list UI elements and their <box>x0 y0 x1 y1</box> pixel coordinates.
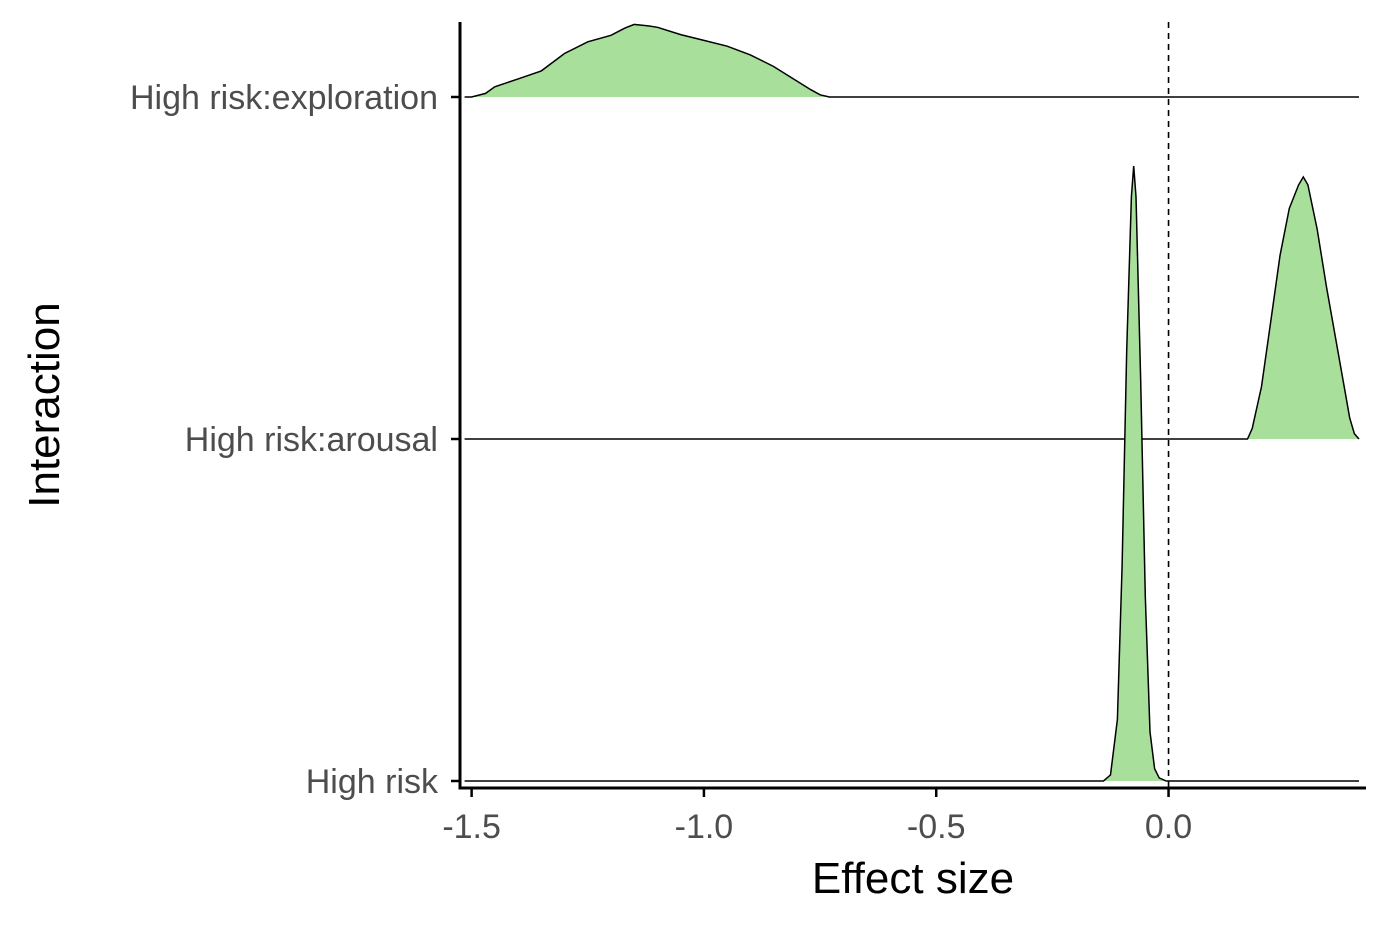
x-axis-title: Effect size <box>812 854 1014 903</box>
x-tick-label: -1.0 <box>675 808 734 846</box>
x-tick-label: -0.5 <box>907 808 966 846</box>
ridge-line-high-risk-exploration <box>464 23 1359 98</box>
ridge-fill-high-risk-arousal <box>1247 177 1359 439</box>
y-axis-title: Interaction <box>20 302 69 507</box>
ridge-fill-high-risk <box>1103 166 1167 781</box>
ridge-line-high-risk <box>464 165 1359 782</box>
axes-layer: -1.5 -1.0 -0.5 0.0 High risk High risk:arousa… <box>130 22 1366 846</box>
x-tick-label: 0.0 <box>1145 808 1192 846</box>
x-tick-label: -1.5 <box>442 808 501 846</box>
y-tick-label: High risk:arousal <box>185 421 438 459</box>
ridge-line-high-risk-arousal <box>464 175 1360 440</box>
ridge-layer <box>464 23 1360 782</box>
y-tick-label: High risk <box>306 763 439 801</box>
ridge-fill-high-risk-exploration <box>471 24 830 97</box>
y-tick-label: High risk:exploration <box>130 79 438 117</box>
